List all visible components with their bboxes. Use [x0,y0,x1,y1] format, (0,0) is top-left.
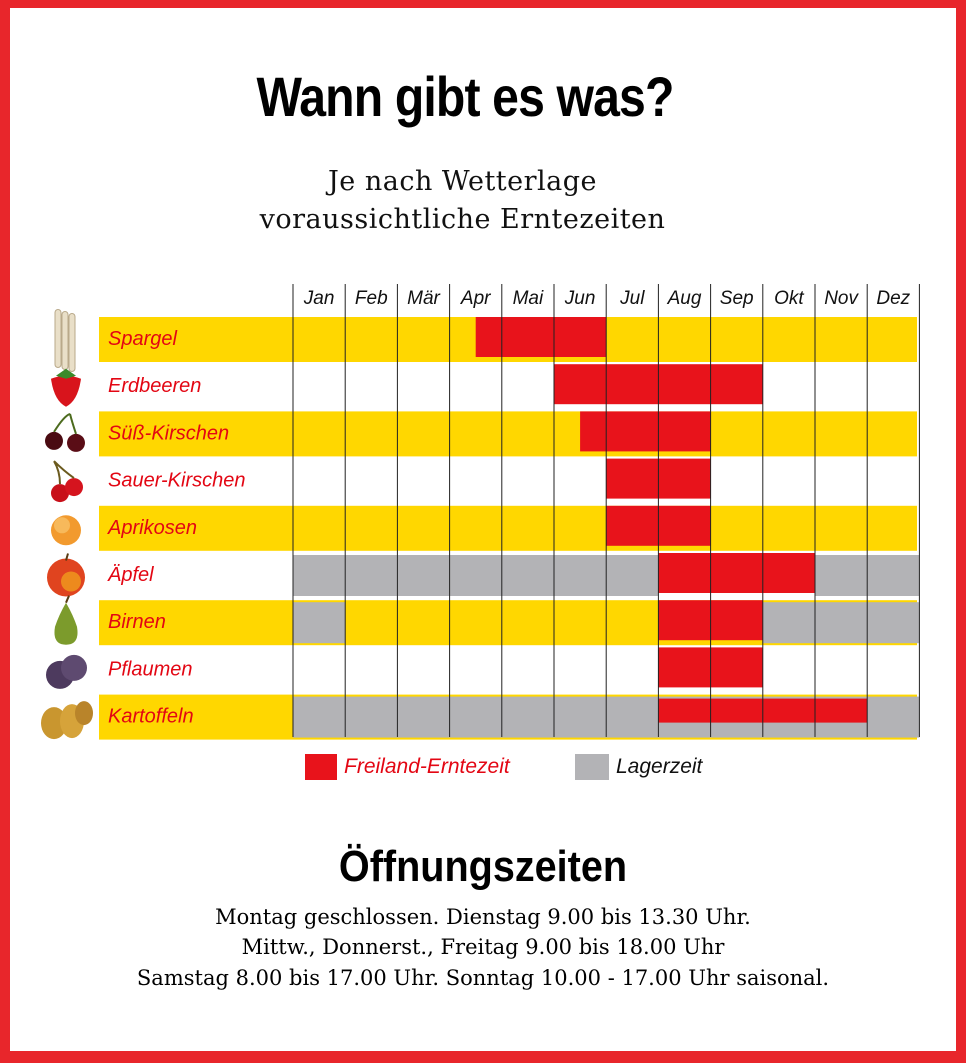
asparagus-spear [54,309,62,368]
harvest-bar [580,411,711,452]
month-label: Dez [876,288,910,309]
storage-bar [293,602,346,644]
legend-swatch-harvest [305,754,337,780]
row-label: Süß-Kirschen [108,422,229,444]
month-label: Mär [407,288,440,309]
subtitle-line-1: Je nach Wetterlage [327,166,598,197]
row-label: Kartoffeln [108,706,194,728]
row-band [99,505,917,551]
potatoes-icon [41,701,93,740]
storage-bar [762,602,920,644]
legend-label-harvest: Freiland-Erntezeit [344,755,510,778]
month-label: Aug [667,288,702,309]
cherry-stems [53,412,77,435]
sour-cherries-icon [51,460,83,503]
harvest-bar [475,317,607,357]
row-label: Sauer-Kirschen [108,470,245,492]
row-label: Äpfel [107,564,154,586]
cherry [65,478,83,497]
opening-hours-line-3: Samstag 8.00 bis 17.00 Uhr. Sonntag 10.0… [136,966,830,990]
storage-bar [293,555,659,596]
potato [75,701,93,726]
month-label: Jan [303,288,335,309]
opening-hours-line-2: Mittw., Donnerst., Freitag 9.00 bis 18.0… [241,935,725,959]
row-label: Pflaumen [108,658,193,680]
pear-stem [65,595,70,604]
asparagus-icon [54,309,76,372]
apricot-icon [51,515,81,546]
row-label: Aprikosen [107,517,197,539]
page-title: Wann gibt es was? [256,65,674,128]
pear-icon [54,595,78,645]
plum [61,654,87,681]
opening-hours-line-1: Montag geschlossen. Dienstag 9.00 bis 13… [215,905,751,929]
row-band [99,411,917,457]
row-label: Spargel [108,328,177,350]
pear-body [54,602,78,645]
month-label: Sep [720,288,754,309]
cherries-icon [45,412,85,452]
row-label: Birnen [108,611,166,633]
month-label: Jul [619,288,645,309]
cherry [67,433,85,452]
asparagus-spear [61,311,69,370]
apple-highlight [61,571,81,592]
month-label: Jun [564,288,596,309]
month-label: Apr [460,288,491,309]
month-label: Okt [774,288,804,309]
plum-icon [46,654,87,689]
strawberry-icon [51,368,81,407]
cherry [51,484,69,503]
apple-icon [47,553,85,597]
row-label: Erdbeeren [108,375,201,397]
month-label: Mai [513,288,544,309]
strawberry-body [51,375,81,407]
opening-hours-title: Öffnungszeiten [338,842,628,891]
legend-swatch-storage [575,754,609,780]
apple-stem [65,553,69,561]
harvest-chart: Spargel Erdbeeren Süß-Kirschen Sauer-Kirsch… [41,284,920,740]
potato [41,707,67,740]
cherry [45,431,63,450]
harvest-bar [658,553,815,593]
month-label: Feb [355,288,388,309]
asparagus-spear [68,313,76,372]
subtitle-line-2: voraussichtliche Erntezeiten [259,204,666,235]
legend-label-storage: Lagerzeit [616,755,703,778]
cherry-stems [53,460,75,485]
month-label: Nov [824,288,859,309]
strawberry-leaves [56,368,76,379]
apricot-highlight [54,517,70,534]
